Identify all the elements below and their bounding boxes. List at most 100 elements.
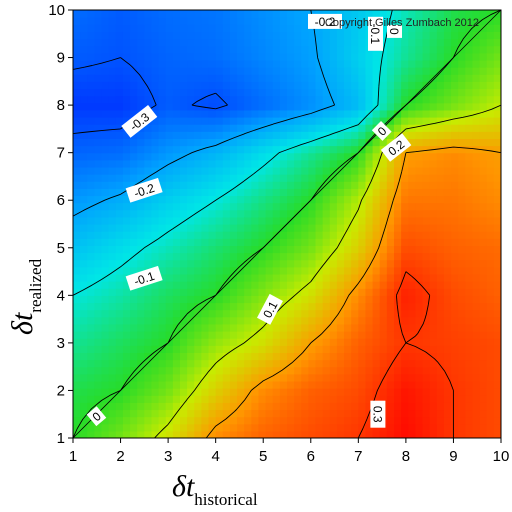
heat-cell [94,366,103,375]
heat-cell [379,288,388,296]
heat-cell [222,124,231,132]
heat-cell [294,402,302,411]
heat-cell [201,10,210,18]
heat-cell [322,52,331,61]
heat-cell [493,59,501,68]
heat-cell [222,152,231,161]
heat-cell [201,295,210,304]
heat-cell [222,395,231,403]
heat-cell [229,52,238,61]
heat-cell [493,88,501,97]
heat-cell [394,231,402,239]
heat-cell [201,338,210,346]
heat-cell [479,188,488,197]
heat-cell [165,423,174,432]
heat-cell [315,216,324,225]
heat-cell [422,338,431,346]
heat-cell [458,423,466,432]
heat-cell [172,45,181,54]
heat-cell [443,67,452,75]
heat-cell [222,238,231,246]
heat-cell [137,323,145,332]
heat-cell [315,302,324,311]
heat-cell [336,224,345,232]
heat-cell [165,166,174,175]
heat-cell [344,109,352,118]
heat-cell [144,202,153,211]
heat-cell [429,52,438,61]
heat-cell [429,266,438,275]
heat-cell [315,402,324,411]
heat-cell [222,81,231,90]
heat-cell [144,216,153,225]
heat-cell [279,259,288,268]
heat-cell [165,117,174,125]
heat-cell [329,174,338,182]
heat-cell [336,345,345,353]
heat-cell [308,209,317,218]
heat-cell [379,152,388,161]
heat-cell [80,102,88,111]
heat-cell [386,124,395,132]
heat-cell [130,52,138,61]
heat-cell [372,145,381,154]
heat-cell [479,52,488,61]
heat-cell [151,131,160,139]
heat-cell [294,117,302,125]
heat-cell [258,95,267,104]
heat-cell [301,88,309,97]
heat-cell [251,24,260,32]
heat-cell [215,395,224,403]
heat-cell [422,216,431,225]
heat-cell [394,352,402,361]
heat-cell [101,231,110,239]
heat-cell [458,38,466,47]
heat-cell [251,302,260,311]
heat-cell [222,295,231,304]
heat-cell [386,102,395,111]
heat-cell [279,252,288,261]
heat-cell [244,309,252,318]
heat-cell [329,124,338,132]
heat-cell [208,395,217,403]
heat-cell [308,131,317,139]
heat-cell [251,216,260,225]
heat-cell [486,380,495,389]
heat-cell [180,138,188,147]
heat-cell [451,302,459,311]
heat-cell [329,359,338,368]
heat-cell [258,331,267,339]
heat-cell [451,17,459,25]
heat-cell [322,252,331,261]
heat-cell [465,380,474,389]
heat-cell [443,366,452,375]
heat-cell [472,231,481,239]
heat-cell [258,10,267,18]
heat-cell [308,252,317,261]
heat-cell [137,95,145,104]
heat-cell [486,302,495,311]
heat-cell [208,366,217,375]
heat-cell [272,323,281,332]
heat-cell [493,38,501,47]
heat-cell [229,359,238,368]
heat-cell [429,188,438,197]
heat-cell [365,59,374,68]
heat-cell [258,266,267,275]
heat-cell [215,423,224,432]
x-tick-label: 4 [211,448,219,465]
heat-cell [401,323,409,332]
heat-cell [436,224,445,232]
heat-cell [394,281,402,289]
heat-cell [272,331,281,339]
heat-cell [351,252,359,261]
heat-cell [294,323,302,332]
heat-cell [244,209,252,218]
heat-cell [94,202,103,211]
heat-cell [137,338,145,346]
heat-cell [351,131,359,139]
heat-cell [429,302,438,311]
heat-cell [122,159,131,168]
heat-cell [408,423,416,432]
